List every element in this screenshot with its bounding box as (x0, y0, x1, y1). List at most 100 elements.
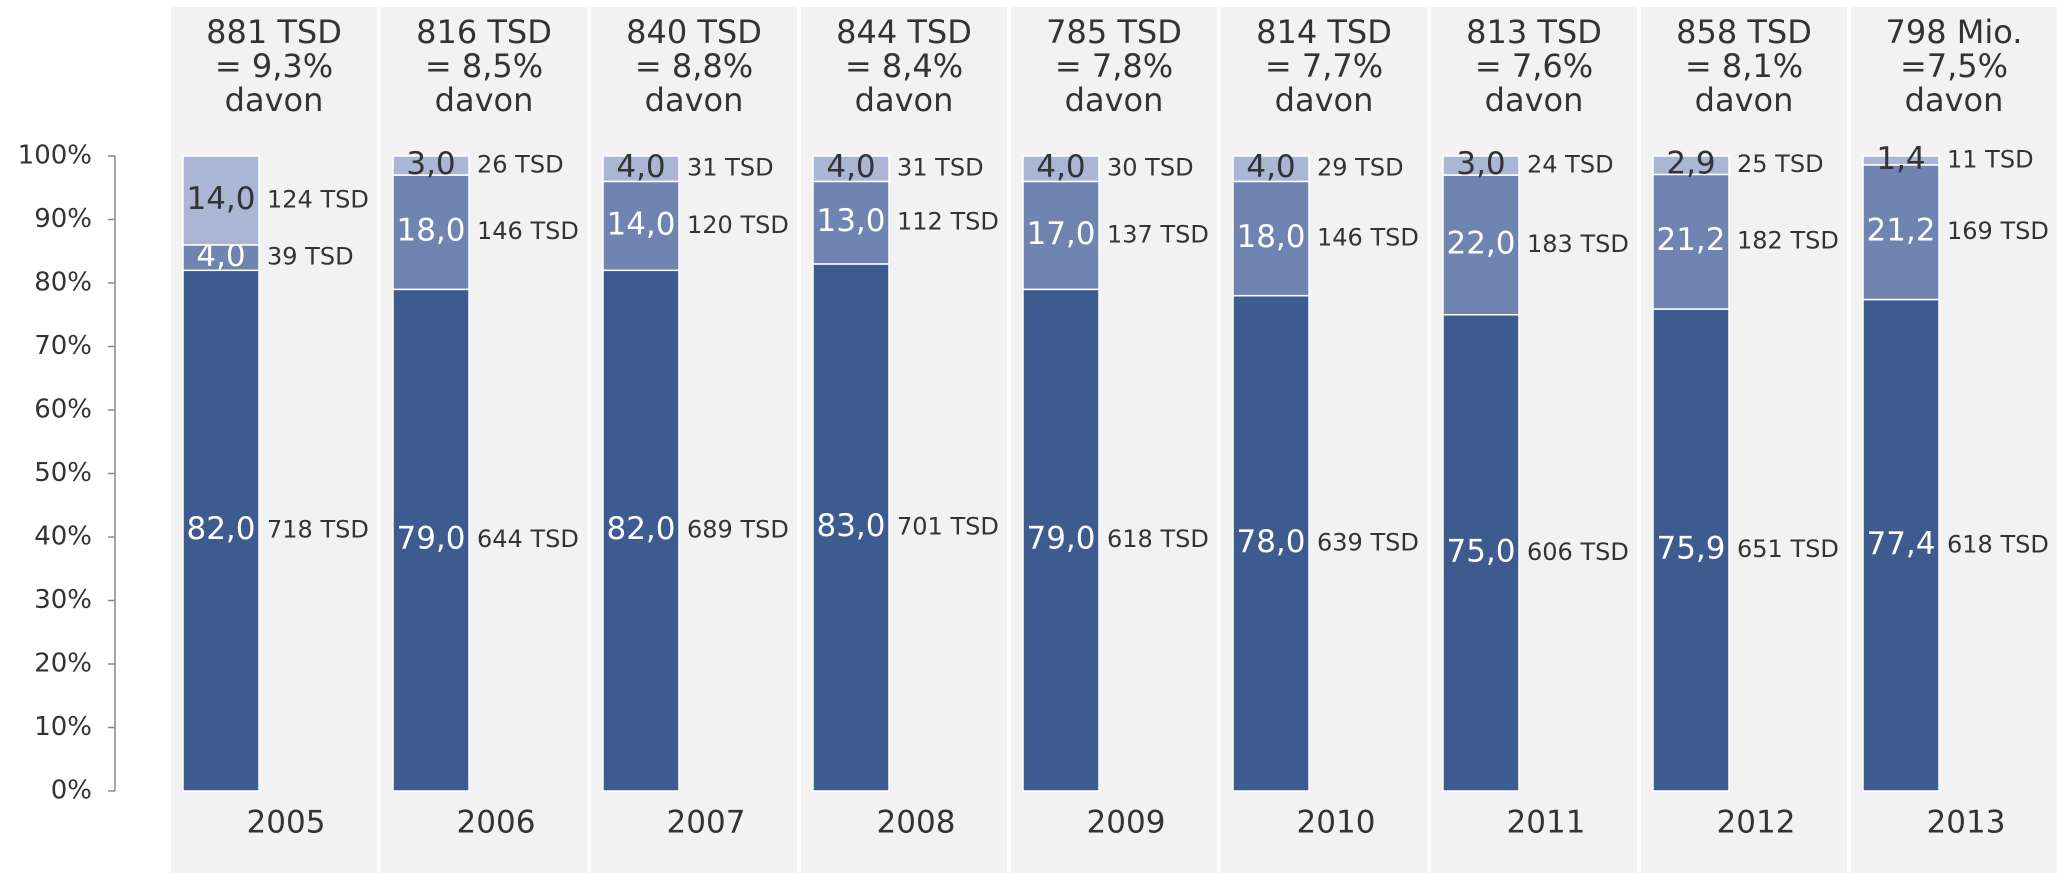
column-header: = 8,1% (1685, 47, 1803, 85)
bar-segment (182, 269, 260, 792)
bar-segment (182, 244, 260, 272)
column-header: = 7,8% (1055, 47, 1173, 85)
bar-segment (1442, 155, 1520, 176)
value-label: 4,0 (616, 149, 665, 185)
abs-label: 146 TSD (1317, 224, 1419, 252)
column-header: 881 TSD (206, 13, 342, 51)
x-tick-label: 2010 (1297, 805, 1376, 841)
column-header: davon (435, 81, 534, 119)
abs-label: 112 TSD (897, 208, 999, 236)
column-header: 785 TSD (1046, 13, 1182, 51)
abs-label: 31 TSD (897, 154, 984, 182)
column-header: 813 TSD (1466, 13, 1602, 51)
value-label: 4,0 (1246, 149, 1295, 185)
value-label: 18,0 (396, 213, 465, 249)
x-tick-label: 2006 (457, 805, 536, 841)
abs-label: 651 TSD (1737, 535, 1839, 563)
y-tick-label: 60% (34, 395, 92, 425)
abs-label: 606 TSD (1527, 538, 1629, 566)
bar-segment (1022, 155, 1100, 183)
value-label: 18,0 (1236, 219, 1305, 255)
column-header: davon (1065, 81, 1164, 119)
column-header: davon (645, 81, 744, 119)
value-label: 4,0 (1036, 149, 1085, 185)
column-header: 816 TSD (416, 13, 552, 51)
bar-segment (1862, 155, 1940, 166)
value-label: 75,0 (1446, 533, 1515, 569)
abs-label: 701 TSD (897, 512, 999, 540)
value-label: 82,0 (186, 511, 255, 547)
bar-segment (1022, 180, 1100, 291)
bar-segment (602, 180, 680, 272)
x-tick-label: 2013 (1927, 805, 2006, 841)
abs-label: 29 TSD (1317, 154, 1404, 182)
column-header: davon (225, 81, 324, 119)
column-header: davon (1275, 81, 1374, 119)
x-tick-label: 2012 (1717, 805, 1796, 841)
bar-segment (1022, 288, 1100, 792)
bar-segment (602, 155, 680, 183)
bar-segment (1442, 174, 1520, 316)
bar-segment (182, 155, 260, 246)
abs-label: 30 TSD (1107, 154, 1194, 182)
abs-label: 639 TSD (1317, 528, 1419, 556)
value-label: 82,0 (606, 511, 675, 547)
abs-label: 124 TSD (267, 185, 369, 213)
bar-segment (1652, 155, 1730, 176)
value-label: 78,0 (1236, 524, 1305, 560)
value-label: 3,0 (1456, 146, 1505, 182)
y-tick-label: 100% (18, 141, 92, 171)
y-tick-label: 0% (51, 776, 92, 806)
abs-label: 137 TSD (1107, 220, 1209, 248)
abs-label: 182 TSD (1737, 227, 1839, 255)
column-header: 798 Mio. (1886, 13, 2023, 51)
bar-segment (812, 180, 890, 265)
value-label: 14,0 (606, 206, 675, 242)
y-tick-label: 50% (34, 458, 92, 488)
abs-label: 120 TSD (687, 211, 789, 239)
value-label: 21,2 (1656, 222, 1725, 258)
x-tick-label: 2007 (667, 805, 746, 841)
value-label: 2,9 (1666, 146, 1715, 182)
column-header: davon (1695, 81, 1794, 119)
y-tick-label: 40% (34, 522, 92, 552)
abs-label: 11 TSD (1947, 145, 2034, 173)
x-tick-label: 2009 (1087, 805, 1166, 841)
abs-label: 183 TSD (1527, 230, 1629, 258)
abs-label: 689 TSD (687, 516, 789, 544)
bar-segment (1232, 155, 1310, 183)
value-label: 1,4 (1876, 141, 1925, 177)
value-label: 13,0 (816, 203, 885, 239)
value-label: 21,2 (1866, 213, 1935, 249)
bar-segment (392, 288, 470, 792)
value-label: 83,0 (816, 508, 885, 544)
x-tick-label: 2008 (877, 805, 956, 841)
y-tick-label: 70% (34, 331, 92, 361)
value-label: 3,0 (406, 146, 455, 182)
column-header: = 8,4% (845, 47, 963, 85)
column-header: = 7,6% (1475, 47, 1593, 85)
bar-segment (1862, 298, 1940, 792)
y-tick-label: 20% (34, 649, 92, 679)
abs-label: 618 TSD (1947, 530, 2049, 558)
abs-label: 39 TSD (267, 243, 354, 271)
value-label: 75,9 (1656, 531, 1725, 567)
x-tick-label: 2011 (1507, 805, 1586, 841)
value-label: 22,0 (1446, 225, 1515, 261)
column-header: 844 TSD (836, 13, 972, 51)
column-header: 814 TSD (1256, 13, 1392, 51)
bar-segment (812, 155, 890, 183)
abs-label: 618 TSD (1107, 525, 1209, 553)
column-header: = 9,3% (215, 47, 333, 85)
abs-label: 24 TSD (1527, 151, 1614, 179)
column-header: = 7,7% (1265, 47, 1383, 85)
abs-label: 31 TSD (687, 154, 774, 182)
column-header: davon (855, 81, 954, 119)
value-label: 17,0 (1026, 216, 1095, 252)
column-header: = 8,5% (425, 47, 543, 85)
bar-segment (602, 269, 680, 792)
y-tick-label: 10% (34, 712, 92, 742)
bar-segment (1652, 308, 1730, 792)
abs-label: 26 TSD (477, 151, 564, 179)
value-label: 77,4 (1866, 526, 1935, 562)
